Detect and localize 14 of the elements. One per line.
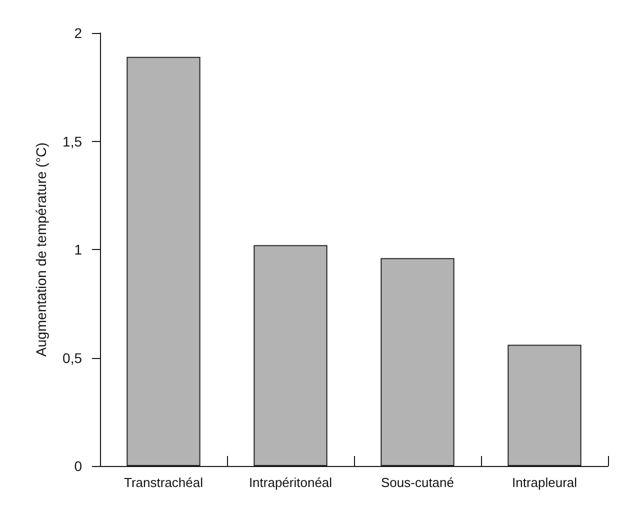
x-tick-label: Intrapéritonéal <box>248 475 332 490</box>
y-tick-label: 0 <box>74 458 82 474</box>
bar <box>380 258 454 466</box>
bar <box>126 56 200 466</box>
bar <box>254 245 328 466</box>
y-tick-label: 1 <box>74 242 82 258</box>
x-tick-label: Intrapleural <box>512 475 578 490</box>
y-tick-label: 1,5 <box>62 133 82 150</box>
y-tick-label: 2 <box>74 25 82 41</box>
y-tick-label: 0,5 <box>62 350 82 366</box>
x-tick-label: Sous-cutané <box>381 475 454 490</box>
y-axis-title: Augmentation de température (°C) <box>33 142 49 357</box>
bar <box>508 344 582 466</box>
x-tick-label: Transtrachéal <box>124 475 204 490</box>
